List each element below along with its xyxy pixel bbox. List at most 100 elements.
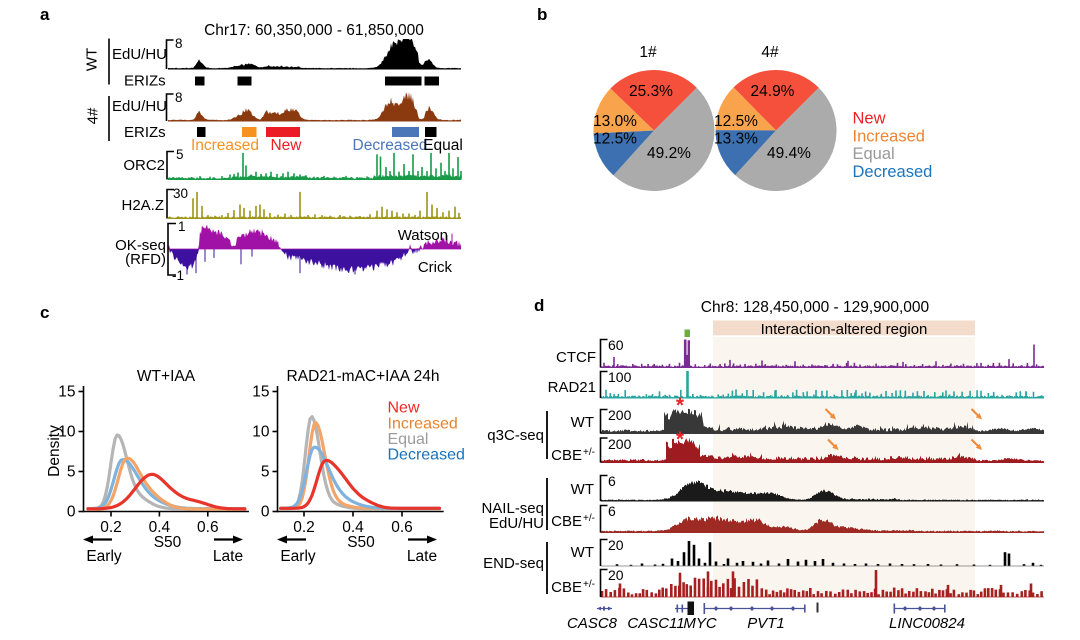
svg-text:10: 10 [58, 424, 76, 441]
svg-text:Increased: Increased [191, 137, 259, 154]
svg-text:8: 8 [175, 90, 183, 105]
svg-text:1: 1 [178, 219, 186, 234]
svg-text:49.4%: 49.4% [767, 145, 811, 162]
svg-text:15: 15 [58, 384, 75, 401]
svg-text:*: * [676, 428, 685, 451]
svg-text:Late: Late [407, 548, 437, 565]
svg-text:15: 15 [252, 384, 269, 401]
svg-text:*: * [676, 394, 685, 417]
svg-text:WT: WT [84, 48, 101, 71]
svg-text:13.3%: 13.3% [714, 131, 758, 148]
svg-text:ORC2: ORC2 [123, 157, 165, 174]
svg-text:WT: WT [571, 544, 594, 561]
svg-text:5: 5 [176, 147, 184, 162]
svg-text:0.4: 0.4 [149, 519, 171, 536]
svg-text:0.6: 0.6 [391, 519, 413, 536]
svg-text:S50: S50 [154, 534, 182, 551]
svg-text:+/-: +/- [583, 513, 595, 524]
svg-text:ERIZs: ERIZs [124, 73, 166, 90]
svg-text:6: 6 [608, 503, 616, 519]
svg-text:12.5%: 12.5% [714, 113, 758, 130]
svg-text:ERIZs: ERIZs [124, 124, 166, 141]
svg-text:CBE: CBE [551, 513, 582, 530]
svg-text:49.2%: 49.2% [647, 145, 691, 162]
svg-text:0: 0 [261, 504, 270, 521]
svg-text:Chr8: 128,450,000 - 129,900,00: Chr8: 128,450,000 - 129,900,000 [701, 299, 930, 316]
svg-text:EdU/HU: EdU/HU [112, 46, 167, 63]
svg-text:5: 5 [261, 464, 270, 481]
svg-text:0.4: 0.4 [342, 519, 364, 536]
svg-text:Watson: Watson [398, 227, 448, 244]
svg-text:RAD21-mAC+IAA 24h: RAD21-mAC+IAA 24h [287, 368, 440, 385]
svg-text:Decreased: Decreased [853, 163, 933, 181]
svg-text:13.0%: 13.0% [593, 113, 637, 130]
svg-text:RAD21: RAD21 [548, 379, 596, 396]
svg-text:WT+IAA: WT+IAA [137, 368, 196, 385]
svg-text:8: 8 [175, 36, 183, 51]
svg-text:Late: Late [213, 548, 243, 565]
svg-text:Decreased: Decreased [388, 447, 465, 464]
svg-text:MYC: MYC [683, 615, 717, 632]
svg-text:CASC11: CASC11 [627, 615, 684, 632]
svg-text:60: 60 [608, 337, 624, 353]
svg-text:Density: Density [46, 425, 63, 477]
svg-text:CTCF: CTCF [556, 349, 596, 366]
svg-text:0.2: 0.2 [100, 519, 122, 536]
svg-text:b: b [537, 5, 547, 24]
svg-text:EdU/HU: EdU/HU [112, 98, 167, 115]
svg-text:q3C-seq: q3C-seq [487, 427, 544, 444]
svg-text:H2A.Z: H2A.Z [121, 197, 164, 214]
svg-text:d: d [534, 296, 544, 315]
svg-text:Early: Early [86, 548, 122, 565]
svg-text:New: New [388, 400, 420, 417]
svg-text:CASC8: CASC8 [567, 615, 618, 632]
svg-text:S50: S50 [347, 534, 375, 551]
svg-text:24.9%: 24.9% [751, 83, 795, 100]
svg-text:Equal: Equal [388, 431, 429, 448]
svg-text:30: 30 [173, 186, 188, 201]
svg-text:+/-: +/- [583, 579, 595, 590]
svg-text:12.5%: 12.5% [593, 131, 637, 148]
svg-text:PVT1: PVT1 [747, 615, 785, 632]
svg-text:(RFD): (RFD) [125, 251, 166, 268]
svg-text:+/-: +/- [583, 447, 595, 458]
svg-text:Decreased: Decreased [353, 137, 428, 154]
svg-text:END-seq: END-seq [483, 555, 544, 572]
svg-text:OK-seq: OK-seq [115, 237, 166, 254]
svg-text:10: 10 [252, 424, 270, 441]
svg-text:EdU/HU: EdU/HU [489, 515, 544, 532]
svg-text:c: c [40, 303, 49, 322]
svg-text:0.6: 0.6 [197, 519, 219, 536]
svg-text:Crick: Crick [418, 259, 453, 276]
svg-text:a: a [40, 5, 50, 24]
svg-text:20: 20 [608, 537, 624, 553]
svg-text:LINC00824: LINC00824 [889, 615, 965, 632]
svg-text:Early: Early [280, 548, 316, 565]
svg-text:New: New [270, 137, 302, 154]
svg-text:CBE: CBE [551, 447, 582, 464]
svg-text:200: 200 [608, 436, 632, 452]
svg-text:Increased: Increased [388, 416, 458, 433]
svg-text:WT: WT [571, 414, 594, 431]
svg-text:5: 5 [67, 464, 76, 481]
svg-text:200: 200 [608, 407, 632, 423]
svg-text:CBE: CBE [551, 579, 582, 596]
svg-text:4#: 4# [85, 107, 102, 124]
svg-text:Interaction-altered region: Interaction-altered region [761, 321, 928, 338]
svg-text:New: New [853, 110, 886, 128]
svg-text:Equal: Equal [423, 137, 463, 154]
svg-text:-1: -1 [172, 268, 184, 283]
svg-text:WT: WT [571, 481, 594, 498]
svg-text:NAIL-seq: NAIL-seq [481, 500, 544, 517]
svg-text:1#: 1# [639, 44, 657, 61]
svg-text:Chr17: 60,350,000 - 61,850,000: Chr17: 60,350,000 - 61,850,000 [204, 22, 424, 39]
svg-text:0.2: 0.2 [293, 519, 315, 536]
svg-text:4#: 4# [761, 44, 779, 61]
svg-text:Equal: Equal [853, 145, 895, 163]
svg-text:0: 0 [67, 504, 76, 521]
svg-text:25.3%: 25.3% [629, 83, 673, 100]
svg-text:100: 100 [608, 369, 632, 385]
svg-text:6: 6 [608, 473, 616, 489]
svg-text:20: 20 [608, 567, 624, 583]
svg-text:Increased: Increased [853, 128, 925, 146]
